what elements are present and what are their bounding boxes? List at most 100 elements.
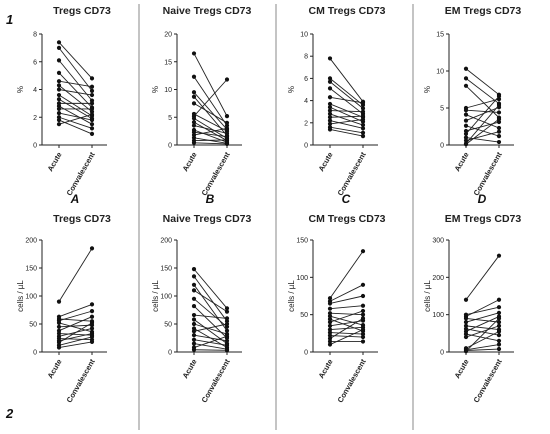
y-tick-label: 2 xyxy=(304,120,308,127)
paired-line xyxy=(465,137,500,143)
paired-line xyxy=(465,98,500,109)
panel-letter: B xyxy=(206,192,215,206)
data-point-acute xyxy=(56,320,62,325)
panel-letter: D xyxy=(478,192,487,206)
data-point-acute xyxy=(463,108,469,113)
data-point-acute xyxy=(327,101,333,107)
data-point-acute xyxy=(463,349,469,354)
data-point-acute xyxy=(463,83,469,88)
paired-line xyxy=(193,290,228,313)
data-point-acute xyxy=(463,142,469,147)
data-point-convalescent xyxy=(360,114,366,119)
paired-line xyxy=(58,324,93,328)
paired-line xyxy=(329,96,364,104)
data-point-convalescent xyxy=(496,129,502,134)
data-point-acute xyxy=(327,56,333,61)
y-tick-label: 4 xyxy=(33,87,37,94)
x-category-label: Convalescent xyxy=(65,357,97,404)
data-point-convalescent xyxy=(360,303,366,308)
paired-line xyxy=(465,325,500,338)
paired-line xyxy=(193,334,228,342)
data-point-acute xyxy=(56,122,62,127)
paired-line xyxy=(193,91,228,130)
paired-line xyxy=(329,318,364,339)
data-point-convalescent xyxy=(224,334,230,339)
y-tick-label: 20 xyxy=(164,32,172,39)
paired-line xyxy=(329,129,364,137)
data-point-convalescent xyxy=(89,117,95,123)
paired-line xyxy=(329,284,364,302)
chart-title: Naive Tregs CD73 xyxy=(163,213,252,225)
data-point-acute xyxy=(327,327,333,332)
data-point-convalescent xyxy=(360,117,366,122)
paired-line xyxy=(329,119,364,125)
y-tick-label: 5 xyxy=(168,115,172,122)
data-point-convalescent xyxy=(224,137,230,143)
y-axis-label: cells / µL xyxy=(423,280,432,312)
paired-line xyxy=(329,318,364,332)
data-point-acute xyxy=(191,317,197,322)
paired-line xyxy=(58,84,93,113)
y-tick-label: 6 xyxy=(33,59,37,66)
y-axis-label: cells / µL xyxy=(151,280,160,312)
paired-line xyxy=(58,341,93,348)
y-tick-label: 100 xyxy=(160,294,172,301)
y-tick-label: 5 xyxy=(440,106,444,113)
x-category-label: Convalescent xyxy=(336,150,368,197)
paired-line xyxy=(329,332,364,335)
data-point-convalescent xyxy=(224,120,230,125)
data-point-convalescent xyxy=(89,302,95,307)
chart-title: EM Tregs CD73 xyxy=(445,5,522,17)
y-tick-label: 15 xyxy=(164,59,172,66)
data-point-acute xyxy=(327,121,333,127)
data-point-acute xyxy=(327,95,333,100)
y-tick-label: 2 xyxy=(33,115,37,122)
y-tick-label: 10 xyxy=(164,87,172,94)
panel-letter: C xyxy=(342,192,351,206)
data-point-convalescent xyxy=(496,94,502,99)
paired-line xyxy=(193,284,228,331)
paired-line xyxy=(329,113,364,126)
data-point-convalescent xyxy=(496,119,502,125)
y-tick-label: 150 xyxy=(25,266,37,273)
data-point-convalescent xyxy=(89,320,95,325)
data-point-acute xyxy=(327,336,333,341)
data-point-acute xyxy=(463,135,469,140)
data-point-acute xyxy=(56,106,62,112)
paired-line xyxy=(193,339,228,346)
paired-line xyxy=(465,318,500,352)
data-point-acute xyxy=(191,74,197,79)
data-point-acute xyxy=(327,111,333,117)
data-point-acute xyxy=(463,316,469,321)
paired-line xyxy=(193,127,228,136)
data-point-convalescent xyxy=(224,114,230,119)
y-tick-label: 0 xyxy=(33,350,37,357)
paired-line xyxy=(58,316,93,332)
data-point-convalescent xyxy=(360,293,366,299)
x-category-label: Acute xyxy=(317,151,335,174)
chart-title: CM Tregs CD73 xyxy=(308,213,385,225)
data-point-convalescent xyxy=(496,338,502,343)
y-axis-label: % xyxy=(16,86,25,93)
paired-line xyxy=(193,268,228,309)
data-point-acute xyxy=(56,299,62,304)
data-point-acute xyxy=(56,40,62,45)
y-axis-label: % xyxy=(287,86,296,93)
paired-line xyxy=(58,116,93,129)
data-point-acute xyxy=(327,105,333,110)
chart-panel-2: Naive Tregs CD73% 0 5 10 15 20 Acute Convalesce… xyxy=(151,5,252,206)
data-point-acute xyxy=(327,314,333,319)
data-point-convalescent xyxy=(360,327,366,332)
data-point-convalescent xyxy=(224,321,230,327)
paired-line xyxy=(193,323,228,335)
paired-line xyxy=(58,303,93,318)
x-category-label: Convalescent xyxy=(472,357,504,404)
paired-line xyxy=(193,335,228,348)
data-point-acute xyxy=(191,347,197,352)
data-point-acute xyxy=(191,116,197,121)
data-point-convalescent xyxy=(360,282,366,287)
data-point-acute xyxy=(56,87,62,92)
y-axis-label: cells / µL xyxy=(287,280,296,312)
paired-line xyxy=(58,322,93,333)
